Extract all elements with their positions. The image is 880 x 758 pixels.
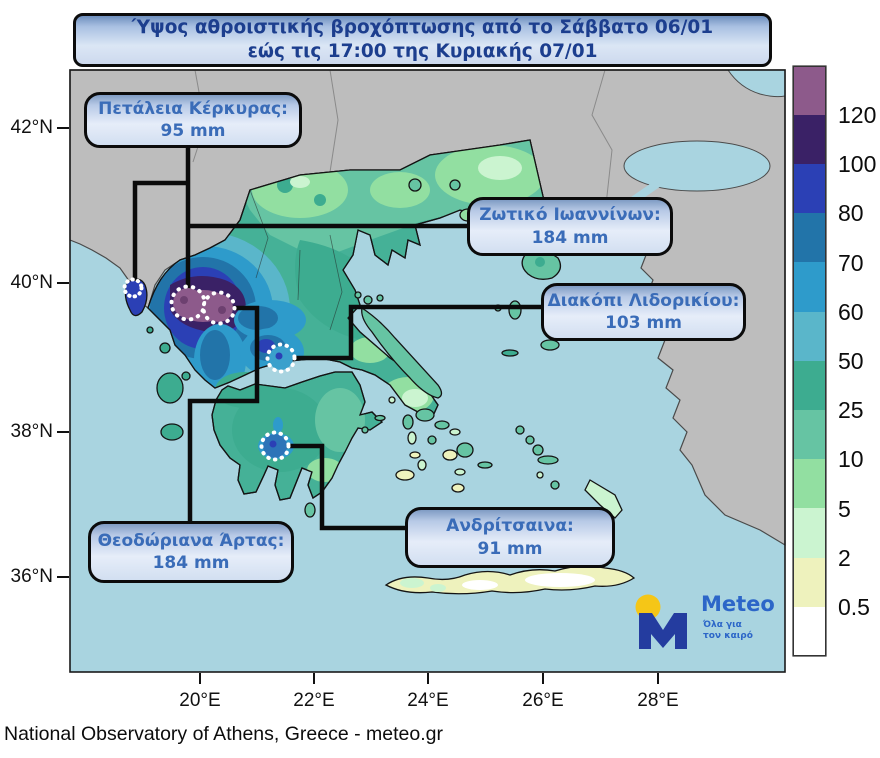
axis-ticks (57, 127, 659, 684)
marker-zotiko (173, 288, 203, 318)
meteo-logo-tagline: Όλα για τον καιρό (703, 620, 753, 642)
lat-label-36n: 36°N (10, 566, 53, 587)
station-markers (122, 277, 297, 462)
connector-diakopi (281, 304, 541, 361)
colorbar-swatch (793, 213, 826, 263)
connector-theodoriana (187, 305, 260, 521)
islands (124, 178, 636, 595)
colorbar-swatch (793, 115, 826, 165)
station-value: 184 mm (152, 553, 230, 573)
station-name: Διακόπι Λιδορικίου: (547, 290, 740, 311)
colorbar-swatch (793, 607, 826, 656)
colorbar-swatch (793, 508, 826, 558)
island-crete (384, 565, 636, 595)
lat-label-40n: 40°N (10, 272, 53, 293)
black-sea (727, 69, 786, 98)
station-name: Θεοδώριανα Άρτας: (97, 530, 285, 551)
colorbar-label: 100 (838, 151, 877, 177)
colorbar-label: 70 (838, 250, 864, 276)
colorbar-label: 10 (838, 446, 864, 472)
colorbar-swatch (793, 361, 826, 411)
colorbar-label: 80 (838, 200, 864, 226)
colorbar-swatch (793, 164, 826, 214)
island-rhodes (584, 479, 623, 519)
connector-petaleia-elbow (132, 180, 188, 281)
lon-label-24e: 24°E (407, 690, 449, 711)
colorbar-label: 0.5 (838, 594, 870, 620)
colorbar-swatch (793, 312, 826, 362)
colorbar-swatch (793, 558, 826, 608)
station-value: 184 mm (531, 227, 609, 248)
lon-label-22e: 22°E (293, 690, 335, 711)
colorbar-label: 2 (838, 545, 851, 571)
station-name: Ανδρίτσαινα: (446, 516, 574, 537)
island-euboea (361, 306, 443, 399)
callout-theodoriana: Θεοδώριανα Άρτας: 184 mm (88, 521, 294, 583)
station-value: 103 mm (605, 313, 682, 333)
lat-label-38n: 38°N (10, 421, 53, 442)
colorbar-swatch (793, 459, 826, 509)
logo-m-icon (639, 613, 687, 649)
station-value: 91 mm (477, 538, 543, 559)
meteo-logo-wordmark: Meteo (701, 592, 775, 616)
colorbar-swatch (793, 410, 826, 460)
callout-connectors (132, 147, 541, 531)
station-value: 95 mm (160, 121, 226, 141)
station-name: Πετάλεια Κέρκυρας: (98, 98, 288, 119)
colorbar-swatch (793, 66, 826, 116)
callout-petaleia: Πετάλεια Κέρκυρας: 95 mm (84, 92, 302, 148)
lat-label-42n: 42°N (10, 117, 53, 138)
lon-label-26e: 26°E (522, 690, 564, 711)
map-title: Ύψος αθροιστικής βροχόπτωσης από το Σάββ… (73, 13, 772, 67)
connector-andritsaina (275, 443, 405, 531)
map-frame (69, 69, 786, 673)
title-line1: Ύψος αθροιστικής βροχόπτωσης από το Σάββ… (131, 16, 714, 38)
callout-diakopi: Διακόπι Λιδορικίου: 103 mm (541, 283, 746, 341)
sea-of-marmara (623, 140, 771, 192)
title-line2: εώς τις 17:00 της Κυριακής 07/01 (247, 41, 598, 62)
colorbar-label: 60 (838, 299, 864, 325)
station-name: Ζωτικό Ιωαννίνων: (479, 205, 661, 226)
callout-andritsaina: Ανδρίτσαινα: 91 mm (405, 507, 615, 568)
colorbar-swatch (793, 262, 826, 312)
colorbar-label: 50 (838, 348, 864, 374)
marker-petaleia (126, 281, 140, 295)
colorbar-label: 120 (838, 102, 877, 128)
colorbar-label: 5 (838, 496, 851, 522)
lon-label-20e: 20°E (179, 690, 221, 711)
lon-label-28e: 28°E (637, 690, 679, 711)
attribution-text: National Observatory of Athens, Greece -… (4, 723, 443, 745)
colorbar-label: 25 (838, 397, 864, 423)
meteo-logo-icon (635, 594, 687, 649)
callout-zotiko: Ζωτικό Ιωαννίνων: 184 mm (467, 197, 673, 256)
